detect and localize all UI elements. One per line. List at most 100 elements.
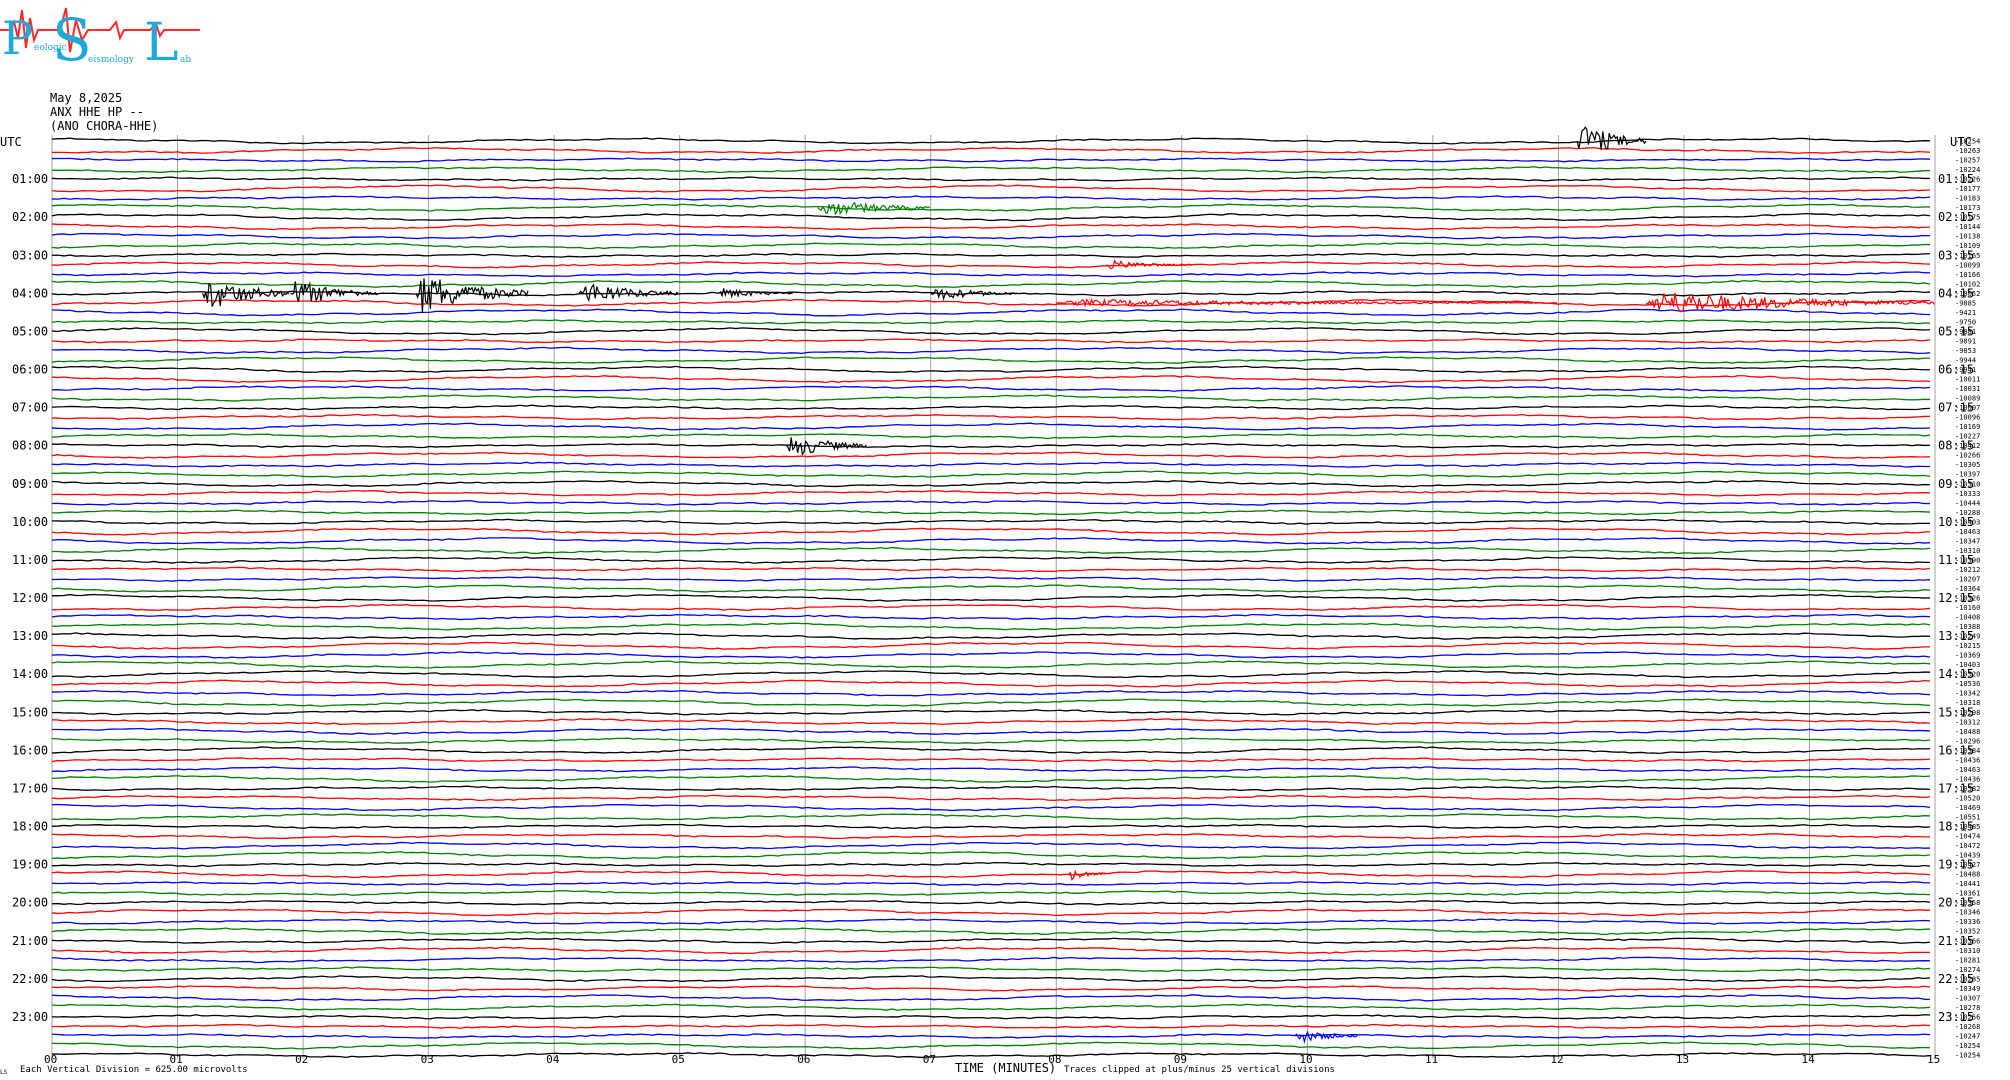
trace-line [52,528,1930,535]
trace-line [52,376,1930,383]
trace-offset-label: -10444 [1955,499,1980,507]
trace-offset-label: -10177 [1955,185,1980,193]
trace-line [52,158,1930,162]
event-burst [717,288,792,296]
trace-line [52,691,1930,696]
trace-line [52,1034,1930,1038]
trace-line [52,1024,1930,1028]
trace-offset-label: -10488 [1955,871,1980,879]
event-burst [1295,1032,1357,1041]
trace-line [52,414,1930,419]
trace-line [52,254,1930,258]
trace-offset-label: -10281 [1955,956,1980,964]
trace-line [52,795,1930,800]
trace-line [52,671,1930,678]
trace-line [52,547,1930,553]
trace-line [52,510,1930,514]
trace-offset-label: -9891 [1955,337,1976,345]
left-hour-label: 11:00 [12,553,48,567]
trace-offset-label: -10349 [1955,985,1980,993]
trace-line [52,443,1930,447]
trace-line [52,967,1930,972]
right-hour-label: 10:15 [1938,515,1974,529]
right-hour-label: 02:15 [1938,210,1974,224]
trace-offset-label: -10469 [1955,804,1980,812]
trace-offset-label: -10160 [1955,604,1980,612]
trace-line [52,928,1930,934]
trace-offset-label: -10488 [1955,728,1980,736]
left-hour-label: 05:00 [12,324,48,338]
right-hour-label: 08:15 [1938,439,1974,453]
trace-line [52,652,1930,658]
trace-line [52,357,1930,363]
right-hour-label: 22:15 [1938,972,1974,986]
trace-line [52,594,1930,601]
event-burst [579,285,678,301]
x-tick-03: 03 [421,1053,434,1066]
x-tick-00: 00 [44,1053,57,1066]
trace-offset-label: -10247 [1955,1032,1980,1040]
trace-line [52,567,1930,571]
trace-line [52,976,1930,982]
trace-line [52,891,1930,895]
left-hour-label: 04:00 [12,286,48,300]
x-tick-11: 11 [1425,1053,1438,1066]
trace-offset-label: -10342 [1955,690,1980,698]
left-hour-label: 12:00 [12,591,48,605]
trace-line [52,909,1930,915]
footer-division-note: Each Vertical Division = 625.00 microvol… [20,1065,248,1075]
trace-line [52,501,1930,505]
left-hour-label: 20:00 [12,896,48,910]
trace-line [52,280,1930,287]
trace-line [52,423,1930,430]
trace-line [52,1015,1930,1019]
trace-line [52,957,1930,962]
trace-line [52,224,1930,230]
left-utc-label: UTC [0,135,22,149]
right-hour-label: 07:15 [1938,401,1974,415]
trace-line [52,738,1930,743]
trace-offset-label: -10536 [1955,680,1980,688]
right-hour-label: 11:15 [1938,553,1974,567]
right-hour-label: 01:15 [1938,172,1974,186]
trace-offset-label: -10254 [1955,1042,1980,1050]
trace-line [52,605,1930,611]
trace-offset-label: -10310 [1955,947,1980,955]
trace-line [52,642,1930,649]
trace-line [52,871,1930,878]
trace-offset-label: -10307 [1955,994,1980,1002]
trace-line [52,185,1930,192]
x-tick-14: 14 [1801,1053,1815,1066]
trace-line [52,747,1930,753]
trace-line [52,863,1930,867]
trace-line [52,481,1930,487]
x-tick-12: 12 [1550,1053,1563,1066]
trace-line [52,519,1930,524]
event-burst [818,203,930,214]
trace-line [52,834,1930,839]
trace-line [52,814,1930,820]
trace-offset-label: -10346 [1955,909,1980,917]
right-hour-label: 19:15 [1938,858,1974,872]
trace-offset-label: -10099 [1955,261,1980,269]
trace-line [52,272,1930,277]
trace-line [52,491,1930,496]
trace-line [52,614,1930,619]
trace-offset-label: -10263 [1955,147,1980,155]
trace-offset-label: -10254 [1955,1052,1980,1060]
trace-line [52,233,1930,238]
trace-offset-label: -10474 [1955,833,1980,841]
trace-line [52,901,1930,905]
left-hour-label: 19:00 [12,858,48,872]
left-hour-label: 06:00 [12,363,48,377]
trace-line [52,557,1930,563]
right-hour-label: 17:15 [1938,781,1974,795]
x-tick-09: 09 [1174,1053,1187,1066]
trace-offset-label: -10183 [1955,195,1980,203]
trace-line [52,852,1930,859]
trace-line [52,882,1930,886]
trace-line [52,262,1930,268]
trace-line [52,1004,1930,1010]
left-hour-label: 01:00 [12,172,48,186]
